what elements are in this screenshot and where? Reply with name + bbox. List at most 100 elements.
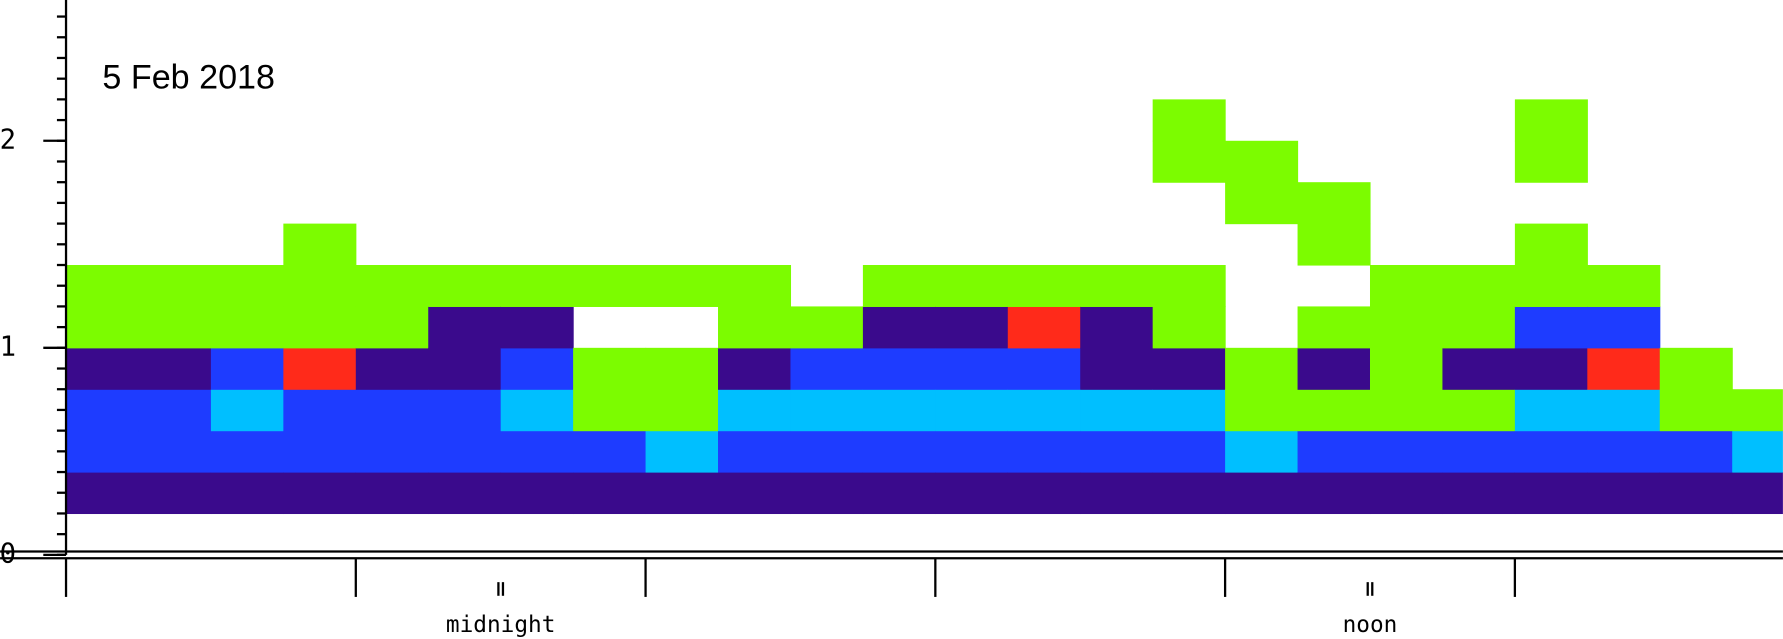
heat-cell [645,347,719,390]
heat-cell [790,472,864,515]
heat-cell [935,347,1009,390]
heat-cell [500,430,574,473]
heat-cell [573,430,647,473]
heat-cell [1007,472,1081,515]
heat-cell [862,472,936,515]
heat-cell [210,347,284,390]
heat-cell [355,430,429,473]
heat-cell [1007,306,1081,349]
heat-cell [935,306,1009,349]
heat-cell [1442,472,1516,515]
heat-cell [210,265,284,307]
heat-cell [1369,347,1444,390]
heat-cell [1659,430,1733,473]
heat-cell [1080,265,1154,307]
heat-cell [1152,347,1226,390]
heat-cell [1152,430,1226,473]
heatmap [66,99,1783,515]
heat-cell [1369,430,1444,473]
heat-cell [1152,472,1226,515]
heat-cell [573,265,647,307]
y-tick-label: 0 [0,538,16,569]
heat-cell [500,472,574,515]
heat-cell [1514,347,1588,390]
heat-cell [718,430,792,473]
heat-cell [500,347,574,390]
heat-cell [1007,430,1081,473]
heat-cell [1514,472,1588,515]
heat-cell [1152,306,1226,349]
heat-cell [645,472,719,515]
heat-cell [66,389,140,432]
heat-cell [1080,430,1154,473]
heat-cell [1080,472,1154,515]
heat-cell [1442,389,1516,432]
heat-cell [718,347,792,390]
heat-cell [1442,347,1516,390]
heat-cell [66,430,140,473]
heat-cell [645,389,719,432]
heat-cell [790,430,864,473]
heat-cell [138,265,212,307]
heat-cell [500,389,574,432]
heat-cell [1659,347,1733,390]
heat-cell [1442,265,1516,307]
heat-cell [355,306,429,349]
heat-cell [500,306,574,349]
heat-cell [1225,347,1299,390]
heat-cell [1514,265,1588,307]
heat-cell [645,265,719,307]
heat-cell [428,347,502,390]
heat-cell [428,472,502,515]
heat-cell [862,306,936,349]
heat-cell [283,265,357,307]
heat-cell [1080,347,1154,390]
heat-cell [1080,389,1154,432]
heat-cell [1369,265,1444,307]
heat-cell [1442,430,1516,473]
heat-cell [1225,389,1299,432]
heat-cell [1587,265,1661,307]
heat-cell [1007,389,1081,432]
heat-cell [862,347,936,390]
annotation: midnight [446,612,556,638]
heat-cell [1297,389,1371,432]
heat-cell [355,265,429,307]
heat-cell [790,389,864,432]
heat-cell [1369,389,1444,432]
heat-cell [862,389,936,432]
heat-cell [355,389,429,432]
heat-cell [862,430,936,473]
heat-cell [1297,347,1371,390]
heat-cell [283,306,357,349]
heat-cell [1080,306,1154,349]
heat-cell [355,347,429,390]
heat-cell [1297,306,1371,349]
heat-cell [355,472,429,515]
heat-cell [1225,182,1299,225]
heat-cell [1225,472,1299,515]
heat-cell [1369,472,1444,515]
heat-cell [935,430,1009,473]
heat-cell [66,347,140,390]
heat-cell [1587,430,1661,473]
heat-cell [1152,389,1226,432]
heat-cell [66,306,140,349]
heat-cell [1225,430,1299,473]
heat-cell [1514,99,1588,142]
heat-cell [1587,306,1661,349]
heat-cell [790,306,864,349]
heat-cell [862,265,936,307]
heat-cell [718,472,792,515]
heat-cell [1369,306,1444,349]
annotation: noon [1343,612,1398,638]
heat-cell [1007,347,1081,390]
heat-cell [1225,140,1299,183]
y-tick-label: 1 [0,331,16,362]
heat-cell [935,265,1009,307]
heat-cell [1152,99,1226,142]
heat-cell [1514,430,1588,473]
heat-cell [935,472,1009,515]
